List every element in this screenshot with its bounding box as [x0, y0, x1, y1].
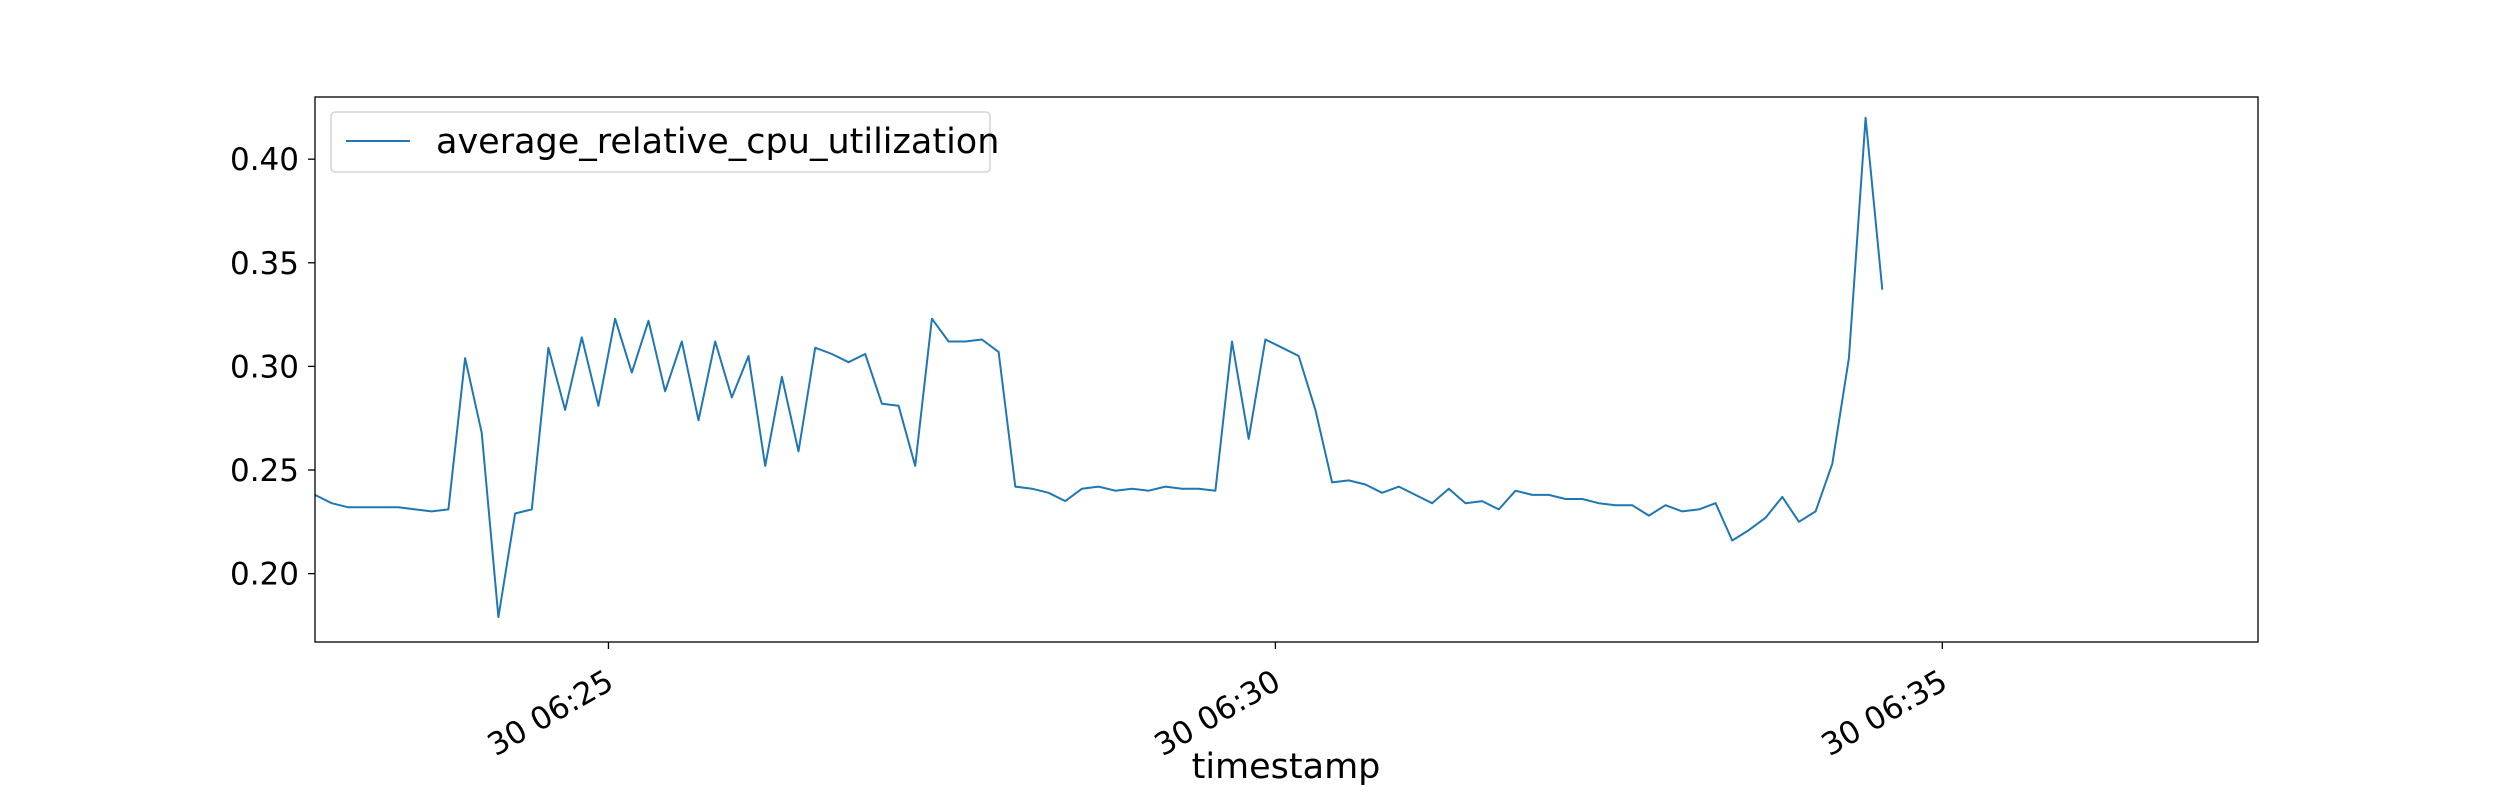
x-tick-label: 30 06:25: [482, 663, 620, 763]
y-tick-label: 0.40: [230, 142, 299, 178]
x-axis-ticks: 30 06:25 30 06:30 30 06:35: [482, 642, 1954, 764]
plot-area-frame: [314, 96, 2259, 643]
legend: average_relative_cpu_utilization: [330, 111, 999, 173]
y-tick-label: 0.35: [230, 246, 299, 282]
y-tick-label: 0.20: [230, 557, 299, 593]
x-tick-label: 30 06:35: [1815, 663, 1953, 763]
y-tick-label: 0.30: [230, 349, 299, 385]
x-axis-label: timestamp: [1192, 747, 1381, 787]
y-axis-ticks: 0.20 0.25 0.30 0.35 0.40: [230, 142, 315, 593]
series-line-average-relative-cpu-utilization: [314, 116, 1884, 619]
y-tick-label: 0.25: [230, 453, 299, 489]
plot-area-background: [315, 97, 2258, 642]
legend-label: average_relative_cpu_utilization: [436, 122, 999, 162]
legend-box: [330, 111, 991, 173]
